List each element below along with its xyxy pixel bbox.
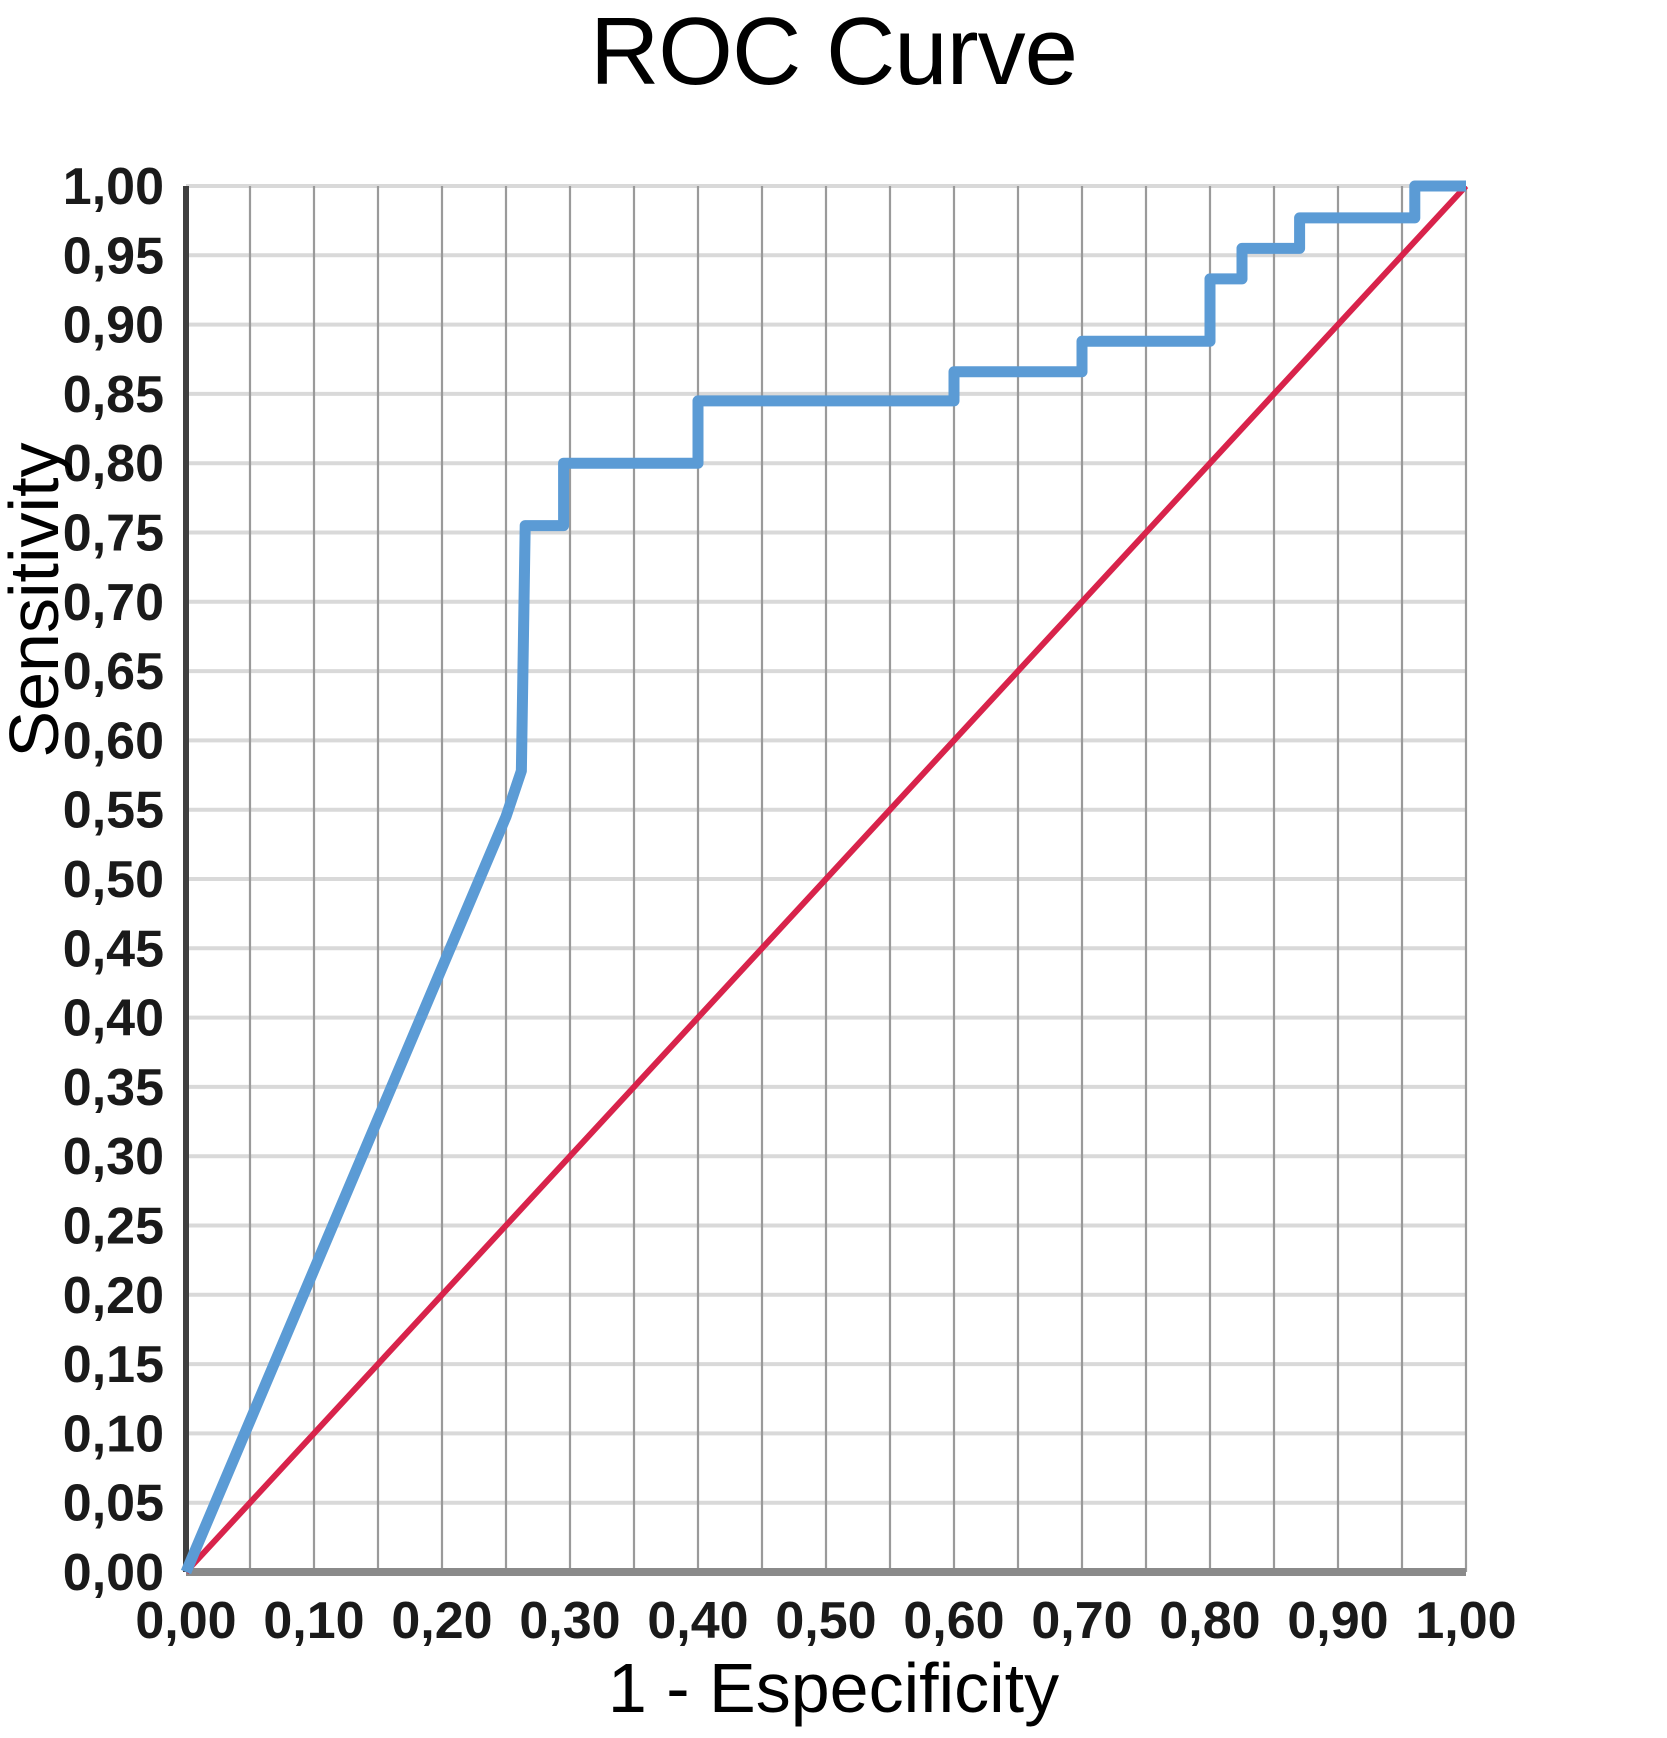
y-tick-label: 0,60: [63, 712, 164, 770]
y-tick-label: 0,45: [63, 920, 164, 978]
series-group: [180, 180, 1469, 1575]
x-axis-title-text: 1 - Especificity: [607, 1649, 1060, 1727]
y-tick-label: 0,50: [63, 851, 164, 909]
y-tick-label: 0,30: [63, 1128, 164, 1186]
y-tick-label: 0,75: [63, 505, 164, 563]
y-tick-label: 0,25: [63, 1198, 164, 1256]
y-tick-label: 1,00: [63, 158, 164, 216]
y-tick-label: 0,40: [63, 990, 164, 1048]
x-tick-label: 0,70: [1031, 1592, 1132, 1650]
x-tick-label: 0,90: [1287, 1592, 1388, 1650]
axis-lines: [183, 186, 1466, 1576]
y-tick-label: 0,90: [63, 297, 164, 355]
x-tick-label: 0,10: [263, 1592, 364, 1650]
y-tick-label: 0,95: [63, 227, 164, 285]
y-tick-label: 0,70: [63, 574, 164, 632]
y-tick-label: 0,20: [63, 1267, 164, 1325]
y-axis-tick-labels: 0,00 0,05 0,10 0,15 0,20 0,25 0,30 0,35 0,40 0,45…: [63, 158, 164, 1602]
y-tick-label: 0,55: [63, 782, 164, 840]
y-tick-label: 0,10: [63, 1405, 164, 1463]
x-tick-label: 0,40: [647, 1592, 748, 1650]
y-tick-label: 0,65: [63, 643, 164, 701]
y-tick-label: 0,15: [63, 1336, 164, 1394]
y-tick-label: 0,85: [63, 366, 164, 424]
x-tick-label: 0,00: [135, 1592, 236, 1650]
x-tick-label: 1,00: [1415, 1592, 1516, 1650]
x-tick-label: 0,30: [519, 1592, 620, 1650]
y-axis-title-text: Sensitivity: [0, 442, 73, 758]
x-tick-label: 0,20: [391, 1592, 492, 1650]
page-title: ROC Curve: [589, 0, 1078, 105]
x-tick-label: 0,50: [775, 1592, 876, 1650]
y-tick-label: 0,35: [63, 1059, 164, 1117]
y-axis-title: Sensitivity: [0, 280, 74, 920]
y-tick-label: 0,05: [63, 1475, 164, 1533]
x-axis-title: 1 - Especificity: [0, 1648, 1667, 1728]
reference-diagonal-line: [183, 183, 1469, 1575]
y-tick-label: 0,80: [63, 435, 164, 493]
roc-curve-line: [180, 180, 1466, 1575]
y-tick-label: 0,00: [63, 1544, 164, 1602]
x-tick-label: 0,60: [903, 1592, 1004, 1650]
x-tick-label: 0,80: [1159, 1592, 1260, 1650]
x-axis-tick-labels: 0,00 0,10 0,20 0,30 0,40 0,50 0,60 0,70 0,80 0,90…: [135, 1592, 1516, 1650]
